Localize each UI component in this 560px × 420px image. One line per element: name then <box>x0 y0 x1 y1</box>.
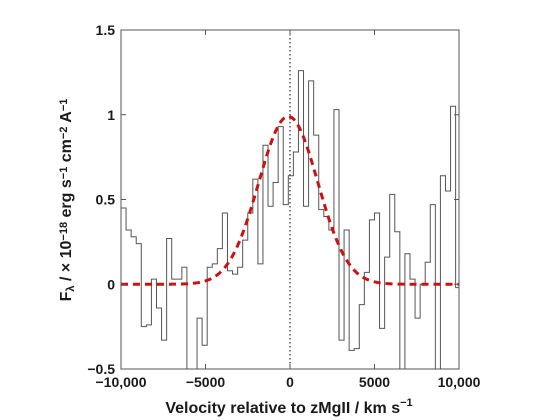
x-tick-label: 10,000 <box>438 374 481 390</box>
y-axis-label-part: A <box>58 111 75 127</box>
y-axis-label-part: cm <box>58 139 75 167</box>
y-axis-label-part: λ <box>65 286 77 292</box>
y-axis-label-part: −18 <box>58 222 70 241</box>
axis-ticks <box>120 29 460 370</box>
y-tick-labels: −0.5 0 0.5 1 1.5 <box>87 22 115 377</box>
y-tick-label: 1 <box>107 107 115 123</box>
y-axis-label-part: −1 <box>58 167 70 180</box>
y-tick-label: −0.5 <box>87 361 115 377</box>
y-axis-label-part: −2 <box>58 127 70 140</box>
x-tick-label: −10,000 <box>96 374 147 390</box>
x-tick-labels: −10,000 −5000 0 5000 10,000 <box>96 374 481 390</box>
y-axis-label-part: / × 10 <box>58 240 75 285</box>
y-axis-label-part: F <box>58 291 75 301</box>
y-tick-label: 0 <box>107 276 115 292</box>
x-axis-label: Velocity relative to zMgII / km s−1 <box>165 397 412 417</box>
y-axis-label-part: erg s <box>58 179 75 222</box>
observed-spectrum-histogram <box>121 70 459 369</box>
y-axis-label-part: −1 <box>58 99 70 112</box>
y-axis-label: Fλ / × 10−18 erg s−1 cm−2 A−1 <box>58 99 77 302</box>
plot-area <box>121 70 459 369</box>
x-tick-label: −5000 <box>186 374 226 390</box>
gaussian-fit-curve <box>121 114 459 286</box>
x-tick-label: 5000 <box>359 374 390 390</box>
x-tick-label: 0 <box>286 374 294 390</box>
y-tick-label: 1.5 <box>96 22 116 38</box>
y-tick-label: 0.5 <box>96 192 116 208</box>
